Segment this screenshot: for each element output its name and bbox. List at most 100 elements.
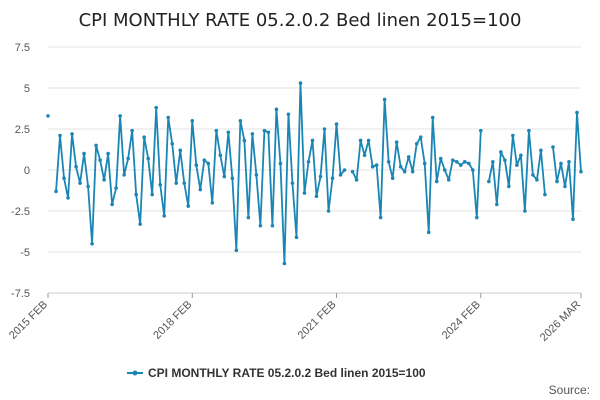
data-point[interactable] bbox=[414, 141, 419, 146]
data-point[interactable] bbox=[206, 161, 211, 166]
data-point[interactable] bbox=[210, 201, 215, 205]
data-point[interactable] bbox=[362, 153, 367, 158]
data-point[interactable] bbox=[102, 178, 106, 182]
data-point[interactable] bbox=[58, 133, 62, 138]
data-point[interactable] bbox=[398, 164, 403, 169]
data-point[interactable] bbox=[378, 215, 383, 220]
data-point[interactable] bbox=[106, 151, 110, 156]
data-point[interactable] bbox=[402, 169, 407, 174]
data-point[interactable] bbox=[487, 179, 491, 184]
data-point[interactable] bbox=[226, 130, 231, 135]
data-point[interactable] bbox=[114, 186, 118, 190]
data-point[interactable] bbox=[571, 217, 575, 221]
data-point[interactable] bbox=[198, 187, 203, 192]
data-point[interactable] bbox=[214, 128, 219, 133]
data-point[interactable] bbox=[286, 112, 291, 117]
data-point[interactable] bbox=[458, 163, 463, 167]
data-point[interactable] bbox=[543, 192, 547, 197]
data-point[interactable] bbox=[523, 209, 527, 213]
data-point[interactable] bbox=[130, 128, 134, 133]
data-point[interactable] bbox=[134, 192, 138, 197]
data-point[interactable] bbox=[527, 128, 531, 133]
data-point[interactable] bbox=[86, 184, 90, 189]
data-point[interactable] bbox=[370, 164, 375, 169]
data-point[interactable] bbox=[254, 173, 259, 177]
data-point[interactable] bbox=[262, 128, 267, 133]
data-point[interactable] bbox=[434, 179, 439, 184]
data-point[interactable] bbox=[366, 138, 371, 143]
data-point[interactable] bbox=[446, 178, 451, 182]
data-point[interactable] bbox=[374, 163, 379, 167]
data-point[interactable] bbox=[146, 156, 150, 161]
data-point[interactable] bbox=[334, 122, 339, 126]
data-point[interactable] bbox=[174, 181, 179, 185]
data-point[interactable] bbox=[499, 150, 503, 154]
data-point[interactable] bbox=[422, 161, 427, 166]
data-point[interactable] bbox=[142, 135, 146, 139]
data-point[interactable] bbox=[290, 181, 295, 185]
data-point[interactable] bbox=[246, 215, 251, 220]
data-point[interactable] bbox=[94, 143, 98, 148]
data-point[interactable] bbox=[230, 176, 235, 180]
data-point[interactable] bbox=[418, 135, 423, 139]
data-point[interactable] bbox=[318, 174, 323, 179]
data-point[interactable] bbox=[310, 138, 315, 143]
data-point[interactable] bbox=[479, 128, 483, 133]
data-point[interactable] bbox=[535, 178, 539, 182]
data-point[interactable] bbox=[170, 141, 175, 146]
data-point[interactable] bbox=[466, 161, 471, 166]
data-point[interactable] bbox=[270, 223, 275, 228]
data-point[interactable] bbox=[298, 81, 303, 85]
data-point[interactable] bbox=[222, 174, 227, 179]
data-point[interactable] bbox=[190, 119, 195, 123]
data-point[interactable] bbox=[507, 184, 511, 189]
data-point[interactable] bbox=[154, 105, 158, 110]
data-point[interactable] bbox=[519, 153, 523, 158]
data-point[interactable] bbox=[475, 215, 479, 220]
data-point[interactable] bbox=[551, 145, 555, 149]
data-point[interactable] bbox=[503, 158, 507, 162]
data-point[interactable] bbox=[62, 176, 66, 180]
data-point[interactable] bbox=[511, 133, 515, 138]
data-point[interactable] bbox=[282, 261, 287, 266]
data-point[interactable] bbox=[342, 168, 347, 172]
data-point[interactable] bbox=[390, 176, 395, 180]
data-point[interactable] bbox=[234, 248, 239, 253]
data-point[interactable] bbox=[350, 169, 355, 174]
data-point[interactable] bbox=[559, 161, 563, 166]
data-point[interactable] bbox=[90, 242, 94, 246]
data-point[interactable] bbox=[74, 164, 78, 169]
data-point[interactable] bbox=[515, 163, 519, 167]
data-point[interactable] bbox=[462, 160, 467, 164]
data-point[interactable] bbox=[166, 115, 171, 120]
data-point[interactable] bbox=[238, 119, 243, 123]
data-point[interactable] bbox=[410, 169, 415, 174]
data-point[interactable] bbox=[278, 161, 283, 166]
data-point[interactable] bbox=[450, 158, 455, 162]
data-point[interactable] bbox=[182, 181, 187, 185]
data-point[interactable] bbox=[394, 140, 399, 144]
data-point[interactable] bbox=[82, 151, 86, 156]
data-point[interactable] bbox=[358, 138, 363, 143]
legend[interactable]: CPI MONTHLY RATE 05.2.0.2 Bed linen 2015… bbox=[127, 366, 426, 380]
data-point[interactable] bbox=[454, 160, 459, 164]
data-point[interactable] bbox=[406, 155, 411, 159]
data-point[interactable] bbox=[70, 132, 74, 136]
data-point[interactable] bbox=[202, 158, 207, 162]
data-point[interactable] bbox=[138, 222, 142, 226]
data-point[interactable] bbox=[314, 194, 319, 199]
data-point[interactable] bbox=[495, 202, 499, 207]
data-point[interactable] bbox=[274, 107, 279, 112]
data-point[interactable] bbox=[122, 173, 126, 177]
data-point[interactable] bbox=[326, 209, 331, 213]
data-point[interactable] bbox=[330, 176, 335, 180]
data-point[interactable] bbox=[471, 168, 475, 172]
data-point[interactable] bbox=[555, 179, 559, 184]
data-point[interactable] bbox=[66, 196, 70, 200]
data-point[interactable] bbox=[354, 178, 359, 182]
data-point[interactable] bbox=[430, 115, 435, 120]
data-point[interactable] bbox=[158, 182, 163, 187]
data-point[interactable] bbox=[294, 235, 299, 240]
data-point[interactable] bbox=[438, 156, 443, 161]
data-point[interactable] bbox=[302, 191, 307, 195]
